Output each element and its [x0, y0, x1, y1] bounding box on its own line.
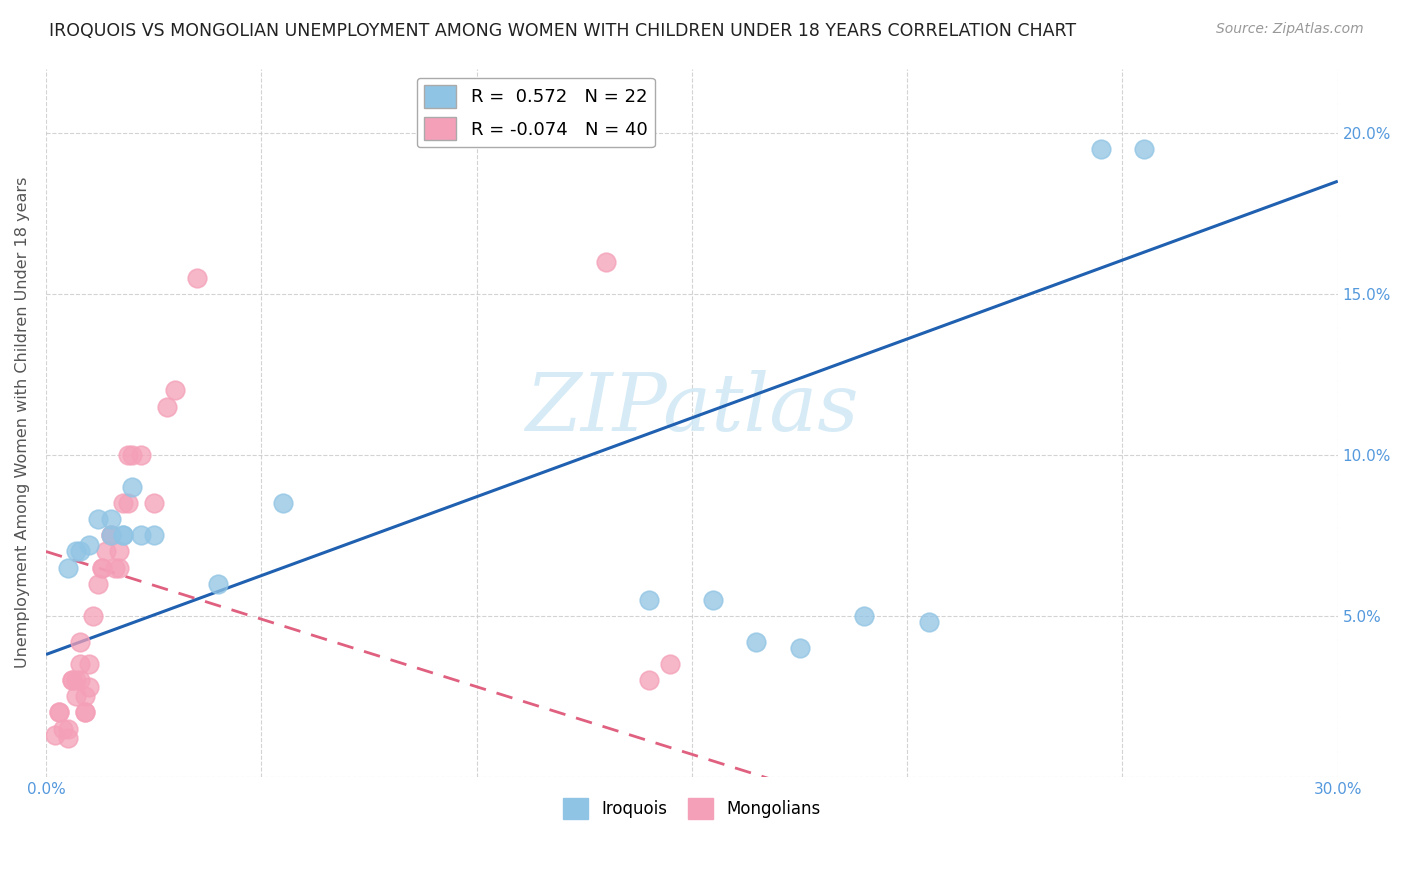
Point	[112, 496, 135, 510]
Point	[86, 576, 108, 591]
Y-axis label: Unemployment Among Women with Children Under 18 years: Unemployment Among Women with Children U…	[15, 177, 30, 668]
Point	[100, 528, 122, 542]
Point	[69, 657, 91, 672]
Point	[91, 560, 114, 574]
Point	[69, 544, 91, 558]
Point	[56, 722, 79, 736]
Point	[702, 592, 724, 607]
Point	[65, 673, 87, 688]
Point	[108, 544, 131, 558]
Point	[100, 512, 122, 526]
Point	[60, 673, 83, 688]
Point	[56, 560, 79, 574]
Point	[117, 496, 139, 510]
Point	[73, 706, 96, 720]
Point	[745, 634, 768, 648]
Point	[48, 706, 70, 720]
Point	[82, 608, 104, 623]
Point	[207, 576, 229, 591]
Point	[1133, 142, 1156, 156]
Point	[77, 538, 100, 552]
Point	[44, 728, 66, 742]
Point	[65, 690, 87, 704]
Point	[69, 634, 91, 648]
Point	[56, 731, 79, 746]
Point	[112, 528, 135, 542]
Point	[789, 641, 811, 656]
Point	[112, 528, 135, 542]
Point	[637, 673, 659, 688]
Point	[121, 480, 143, 494]
Point	[100, 528, 122, 542]
Point	[65, 544, 87, 558]
Point	[918, 615, 941, 630]
Point	[142, 496, 165, 510]
Point	[637, 592, 659, 607]
Point	[108, 560, 131, 574]
Point	[142, 528, 165, 542]
Point	[186, 270, 208, 285]
Point	[104, 560, 127, 574]
Point	[48, 706, 70, 720]
Point	[129, 448, 152, 462]
Point	[60, 673, 83, 688]
Point	[77, 657, 100, 672]
Text: IROQUOIS VS MONGOLIAN UNEMPLOYMENT AMONG WOMEN WITH CHILDREN UNDER 18 YEARS CORR: IROQUOIS VS MONGOLIAN UNEMPLOYMENT AMONG…	[49, 22, 1077, 40]
Point	[853, 608, 876, 623]
Point	[73, 690, 96, 704]
Text: ZIPatlas: ZIPatlas	[524, 370, 859, 447]
Point	[271, 496, 294, 510]
Point	[165, 384, 187, 398]
Point	[96, 544, 118, 558]
Point	[86, 512, 108, 526]
Point	[73, 706, 96, 720]
Point	[121, 448, 143, 462]
Point	[52, 722, 75, 736]
Point	[77, 680, 100, 694]
Point	[100, 528, 122, 542]
Text: Source: ZipAtlas.com: Source: ZipAtlas.com	[1216, 22, 1364, 37]
Point	[91, 560, 114, 574]
Point	[129, 528, 152, 542]
Point	[155, 400, 177, 414]
Point	[659, 657, 682, 672]
Legend: Iroquois, Mongolians: Iroquois, Mongolians	[557, 791, 827, 825]
Point	[117, 448, 139, 462]
Point	[595, 254, 617, 268]
Point	[1090, 142, 1112, 156]
Point	[69, 673, 91, 688]
